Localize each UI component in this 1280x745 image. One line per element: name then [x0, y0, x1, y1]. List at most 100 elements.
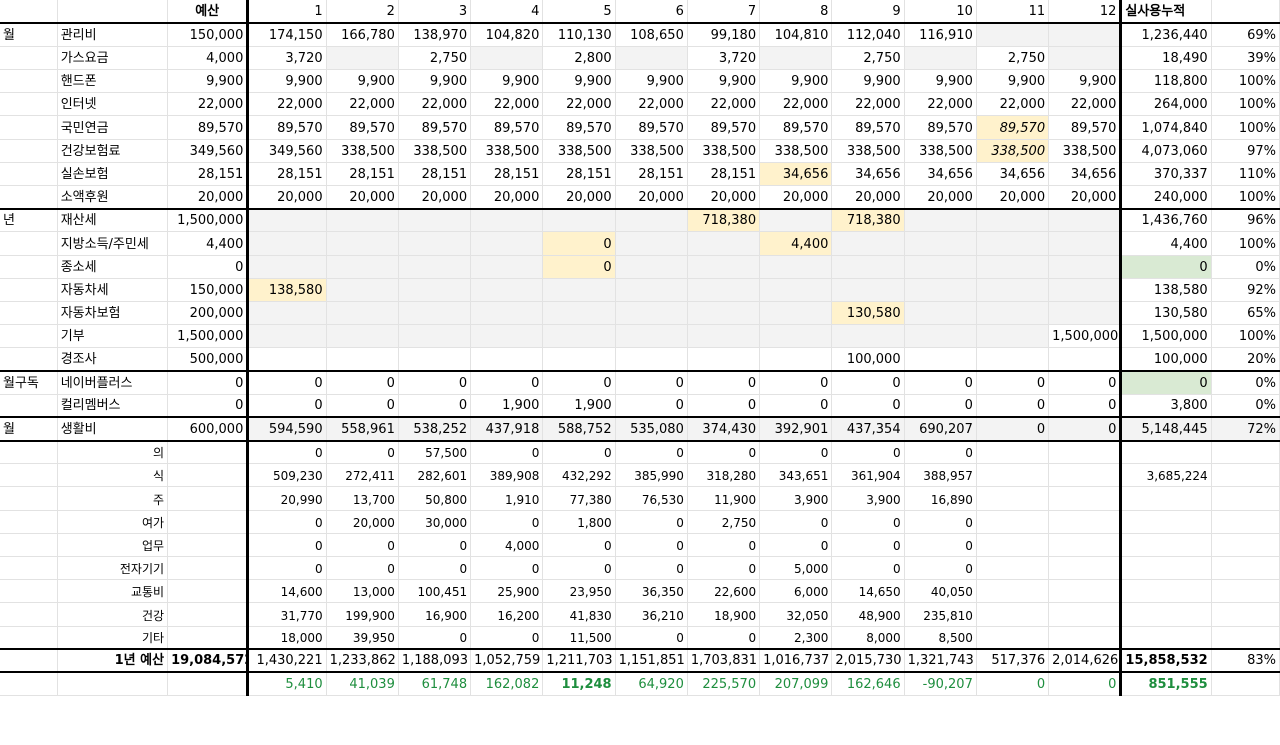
row-group[interactable] — [0, 139, 58, 163]
row-total[interactable] — [1119, 510, 1212, 534]
month-5-value[interactable]: 20,000 — [542, 185, 616, 210]
month-7-value[interactable]: 0 — [687, 394, 761, 419]
corner-label-cell[interactable] — [57, 0, 169, 25]
month-12-value[interactable]: 22,000 — [1048, 92, 1122, 117]
month-8-value[interactable]: 104,810 — [759, 23, 833, 47]
month-2-value[interactable] — [326, 324, 399, 349]
row-group[interactable] — [0, 626, 58, 651]
row-group[interactable] — [0, 440, 58, 465]
row-pct[interactable]: 100% — [1211, 115, 1280, 140]
header-month-5[interactable]: 5 — [542, 0, 616, 25]
month-9-value[interactable] — [831, 231, 905, 256]
month-1-value[interactable] — [246, 208, 327, 233]
month-2-value[interactable]: 338,500 — [326, 139, 399, 163]
row-budget[interactable]: 200,000 — [167, 301, 249, 326]
month-6-value[interactable]: 0 — [615, 394, 688, 419]
month-2-value[interactable]: 0 — [326, 371, 399, 395]
row-pct[interactable] — [1211, 626, 1280, 651]
month-3-value[interactable]: 28,151 — [398, 162, 472, 187]
month-6-value[interactable] — [615, 301, 688, 326]
month-8-value[interactable]: 5,000 — [759, 556, 833, 581]
month-11-value[interactable]: 0 — [976, 672, 1050, 697]
month-6-value[interactable]: 0 — [615, 556, 688, 581]
month-7-value[interactable] — [687, 278, 761, 302]
row-budget[interactable]: 1,500,000 — [167, 324, 249, 349]
month-6-value[interactable] — [615, 347, 688, 373]
row-pct[interactable]: 65% — [1211, 301, 1280, 326]
month-10-value[interactable]: 1,321,743 — [904, 649, 977, 674]
month-3-value[interactable]: 1,188,093 — [398, 649, 472, 674]
month-5-value[interactable]: 1,211,703 — [542, 649, 616, 674]
month-6-value[interactable]: 89,570 — [615, 115, 688, 140]
month-1-value[interactable]: 14,600 — [246, 579, 327, 604]
month-7-value[interactable]: 9,900 — [687, 69, 761, 94]
month-4-value[interactable] — [470, 255, 544, 279]
month-2-value[interactable]: 1,233,862 — [326, 649, 399, 674]
header-month-8[interactable]: 8 — [759, 0, 833, 25]
month-12-value[interactable]: 0 — [1048, 371, 1122, 395]
row-group[interactable] — [0, 672, 58, 697]
month-11-value[interactable]: 89,570 — [976, 115, 1050, 140]
month-10-value[interactable]: 235,810 — [904, 602, 977, 627]
row-pct[interactable] — [1211, 602, 1280, 627]
month-3-value[interactable]: 0 — [398, 394, 472, 419]
month-10-value[interactable] — [904, 231, 977, 256]
row-group[interactable] — [0, 579, 58, 604]
row-total[interactable]: 4,400 — [1119, 231, 1212, 256]
row-group[interactable] — [0, 92, 58, 117]
row-pct[interactable]: 96% — [1211, 208, 1280, 233]
month-9-value[interactable]: 3,900 — [831, 486, 905, 511]
row-budget[interactable] — [167, 626, 249, 651]
month-9-value[interactable] — [831, 324, 905, 349]
month-7-value[interactable]: 0 — [687, 533, 761, 558]
month-6-value[interactable] — [615, 255, 688, 279]
month-3-value[interactable]: 0 — [398, 556, 472, 581]
month-3-value[interactable] — [398, 231, 472, 256]
month-8-value[interactable] — [759, 208, 833, 233]
summary-total[interactable]: 15,858,532 — [1119, 649, 1212, 674]
row-label[interactable]: 관리비 — [57, 23, 169, 47]
month-4-value[interactable]: 89,570 — [470, 115, 544, 140]
month-6-value[interactable] — [615, 324, 688, 349]
row-budget[interactable]: 28,151 — [167, 162, 249, 187]
row-group[interactable] — [0, 301, 58, 326]
month-11-value[interactable] — [976, 278, 1050, 302]
month-8-value[interactable]: 0 — [759, 394, 833, 419]
month-9-value[interactable]: 0 — [831, 371, 905, 395]
header-month-9[interactable]: 9 — [831, 0, 905, 25]
row-total[interactable]: 0 — [1119, 371, 1212, 395]
row-pct[interactable]: 69% — [1211, 23, 1280, 47]
month-1-value[interactable] — [246, 324, 327, 349]
row-group[interactable]: 월 — [0, 23, 58, 47]
row-total[interactable]: 1,500,000 — [1119, 324, 1212, 349]
row-budget[interactable]: 9,900 — [167, 69, 249, 94]
month-6-value[interactable]: 9,900 — [615, 69, 688, 94]
month-4-value[interactable] — [470, 347, 544, 373]
row-pct[interactable]: 110% — [1211, 162, 1280, 187]
month-9-value[interactable]: 100,000 — [831, 347, 905, 373]
row-group[interactable] — [0, 347, 58, 373]
row-pct[interactable]: 100% — [1211, 69, 1280, 94]
month-3-value[interactable]: 50,800 — [398, 486, 472, 511]
month-1-value[interactable]: 349,560 — [246, 139, 327, 163]
row-group[interactable] — [0, 602, 58, 627]
month-2-value[interactable]: 28,151 — [326, 162, 399, 187]
row-label[interactable]: 실손보험 — [57, 162, 169, 187]
month-1-value[interactable]: 18,000 — [246, 626, 327, 651]
month-1-value[interactable]: 594,590 — [246, 417, 327, 442]
month-9-value[interactable]: 112,040 — [831, 23, 905, 47]
month-9-value[interactable]: 89,570 — [831, 115, 905, 140]
month-9-value[interactable]: 2,015,730 — [831, 649, 905, 674]
row-label[interactable]: 인터넷 — [57, 92, 169, 117]
corner-cell[interactable] — [0, 0, 58, 25]
month-8-value[interactable]: 6,000 — [759, 579, 833, 604]
month-2-value[interactable]: 0 — [326, 440, 399, 465]
month-9-value[interactable] — [831, 278, 905, 302]
row-total[interactable]: 3,685,224 — [1119, 463, 1212, 488]
month-7-value[interactable] — [687, 231, 761, 256]
month-7-value[interactable]: 0 — [687, 556, 761, 581]
month-11-value[interactable]: 20,000 — [976, 185, 1050, 210]
month-2-value[interactable]: 9,900 — [326, 69, 399, 94]
month-2-value[interactable] — [326, 347, 399, 373]
month-4-value[interactable]: 1,900 — [470, 394, 544, 419]
